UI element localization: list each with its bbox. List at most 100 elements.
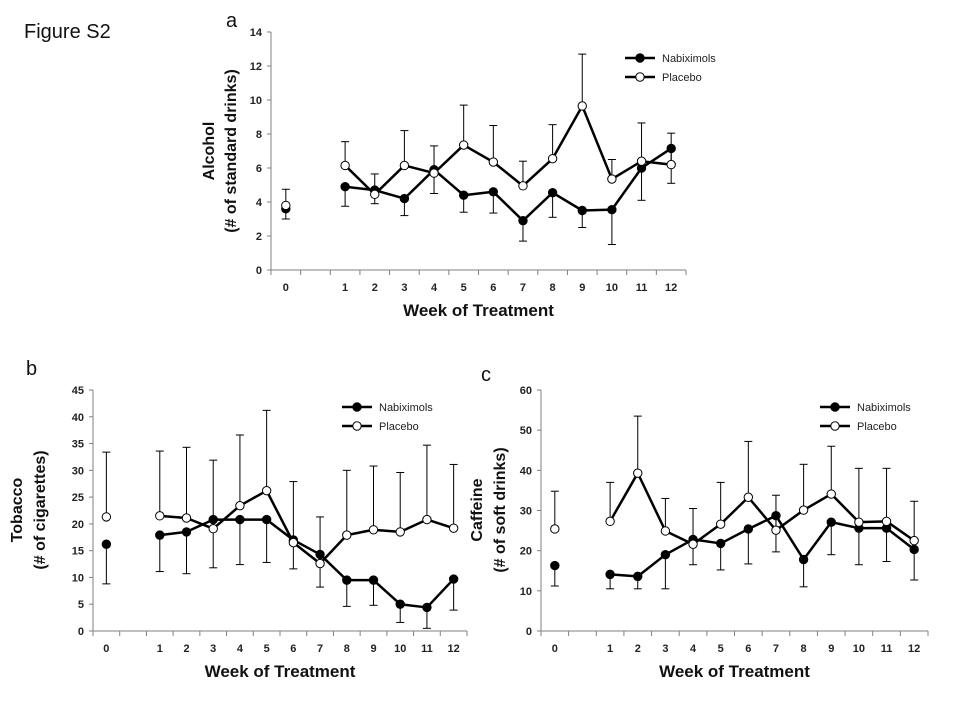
y-tick-label: 2 (256, 231, 262, 243)
x-tick-label: 2 (183, 643, 189, 655)
y-tick-label: 10 (72, 572, 84, 584)
y-tick-label: 30 (72, 465, 84, 477)
y-tick-label: 5 (78, 599, 84, 611)
legend-marker (352, 402, 362, 412)
x-tick-label: 0 (103, 643, 109, 655)
x-tick-label: 6 (490, 282, 496, 294)
placebo-point (633, 468, 643, 478)
y-tick-label: 6 (256, 163, 262, 175)
x-tick-label: 6 (745, 643, 751, 655)
x-tick-label: 2 (635, 643, 641, 655)
placebo-point (261, 485, 272, 496)
x-tick-label: 12 (908, 643, 920, 655)
nabiximols-point (208, 514, 218, 525)
y-tick-label: 40 (72, 412, 84, 424)
nabiximols-point (547, 187, 558, 198)
placebo-line (159, 489, 455, 565)
placebo-point (315, 558, 325, 569)
legend-label: Placebo (662, 72, 702, 84)
nabiximols-point (577, 205, 587, 216)
x-tick-label: 9 (579, 282, 585, 294)
legend-marker (830, 421, 840, 431)
placebo-point (342, 530, 352, 540)
y-tick-label: 20 (520, 546, 532, 558)
x-tick-label: 12 (665, 282, 677, 294)
x-tick-label: 10 (394, 643, 406, 655)
placebo-point (577, 101, 587, 111)
nabiximols-point (488, 187, 499, 197)
nabiximols-point (798, 554, 809, 565)
x-tick-label: 5 (461, 282, 467, 294)
y-tick-label: 40 (520, 465, 532, 477)
x-tick-label: 4 (431, 282, 438, 294)
x-tick-label: 4 (237, 643, 244, 655)
legend-marker (635, 72, 645, 82)
x-tick-label: 10 (853, 643, 865, 655)
y-axis-label: Tobacco (9, 477, 26, 542)
y-tick-label: 35 (72, 439, 84, 451)
panel-letter: a (226, 10, 238, 32)
x-tick-label: 7 (773, 643, 779, 655)
x-tick-label: 0 (552, 643, 558, 655)
y-tick-label: 45 (72, 385, 84, 397)
x-axis-label: Week of Treatment (659, 662, 810, 681)
x-tick-label: 4 (690, 643, 697, 655)
placebo-line (609, 471, 915, 546)
placebo-point (881, 516, 892, 527)
x-axis-label: Week of Treatment (403, 301, 554, 320)
nabiximols-point (101, 539, 112, 549)
nabiximols-line (344, 147, 672, 222)
placebo-point (155, 511, 165, 521)
placebo-point (771, 525, 781, 535)
placebo-point (547, 153, 558, 164)
nabiximols-point (660, 549, 671, 560)
nabiximols-point (550, 560, 560, 571)
placebo-point (909, 535, 919, 546)
x-tick-label: 7 (520, 282, 526, 294)
placebo-point (636, 156, 647, 166)
x-tick-label: 11 (636, 282, 648, 294)
placebo-point (605, 516, 615, 527)
x-tick-label: 1 (607, 643, 613, 655)
legend: Nabiximols Placebo (342, 402, 433, 433)
legend-label: Nabiximols (379, 402, 433, 414)
placebo-point (370, 189, 380, 200)
y-tick-label: 60 (520, 385, 532, 397)
nabiximols-point (181, 527, 192, 537)
y-axis-label: Alcohol (201, 122, 218, 181)
placebo-point (688, 539, 698, 549)
x-tick-label: 1 (157, 643, 163, 655)
legend-label: Placebo (857, 421, 897, 433)
x-tick-label: 3 (210, 643, 216, 655)
y-tick-label: 0 (526, 626, 532, 638)
placebo-point (660, 526, 671, 536)
y-axis-label: (# of cigarettes) (32, 450, 49, 569)
panel-letter: c (481, 364, 491, 386)
nabiximols-point (448, 574, 459, 584)
legend-label: Placebo (379, 421, 419, 433)
legend-label: Nabiximols (857, 402, 911, 414)
placebo-point (422, 514, 432, 525)
x-tick-label: 11 (421, 643, 433, 655)
placebo-point (854, 517, 864, 527)
placebo-point (488, 157, 499, 167)
y-tick-label: 8 (256, 129, 262, 141)
y-axis-label: (# of soft drinks) (492, 447, 509, 572)
placebo-point (550, 524, 560, 534)
nabiximols-point (607, 204, 617, 215)
legend: Nabiximols Placebo (820, 402, 911, 433)
placebo-point (395, 527, 405, 537)
placebo-point (399, 160, 410, 171)
nabiximols-point (261, 514, 272, 525)
placebo-point (281, 200, 291, 211)
placebo-point (429, 168, 439, 178)
y-tick-label: 50 (520, 425, 532, 437)
x-tick-label: 9 (370, 643, 376, 655)
nabiximols-point (155, 530, 165, 540)
placebo-point (368, 525, 379, 535)
y-tick-label: 10 (520, 586, 532, 598)
x-tick-label: 3 (662, 643, 668, 655)
